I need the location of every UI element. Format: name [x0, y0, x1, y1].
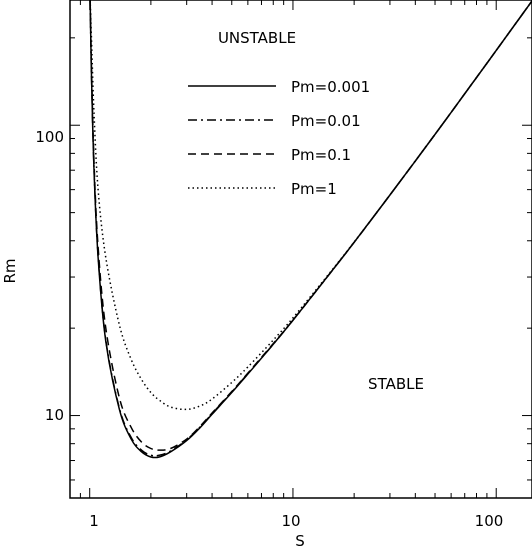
- legend-label-pm-0.001: Pm=0.001: [291, 78, 370, 96]
- x-axis-label: S: [295, 532, 305, 550]
- series-line-0: [89, 0, 532, 459]
- x-tick-label-1: 1: [89, 512, 99, 530]
- y-tick-label-100: 100: [35, 128, 64, 146]
- stable-region-label: STABLE: [368, 375, 424, 393]
- series-line-2: [89, 0, 532, 451]
- y-tick-label-10: 10: [45, 406, 64, 424]
- axis-ticks: [69, 0, 532, 498]
- series-line-3: [89, 0, 532, 411]
- unstable-region-label: UNSTABLE: [218, 29, 296, 47]
- x-tick-label-100: 100: [475, 512, 504, 530]
- y-axis-label: Rm: [1, 258, 19, 283]
- series-line-1: [89, 0, 532, 457]
- legend-label-pm-1: Pm=1: [291, 180, 337, 198]
- legend-label-pm-0.1: Pm=0.1: [291, 146, 351, 164]
- legend: Pm=0.001 Pm=0.01 Pm=0.1 Pm=1: [188, 78, 370, 198]
- legend-label-pm-0.01: Pm=0.01: [291, 112, 361, 130]
- series-lines: [89, 0, 532, 459]
- plot-frame: [69, 0, 532, 499]
- x-tick-label-10: 10: [281, 512, 300, 530]
